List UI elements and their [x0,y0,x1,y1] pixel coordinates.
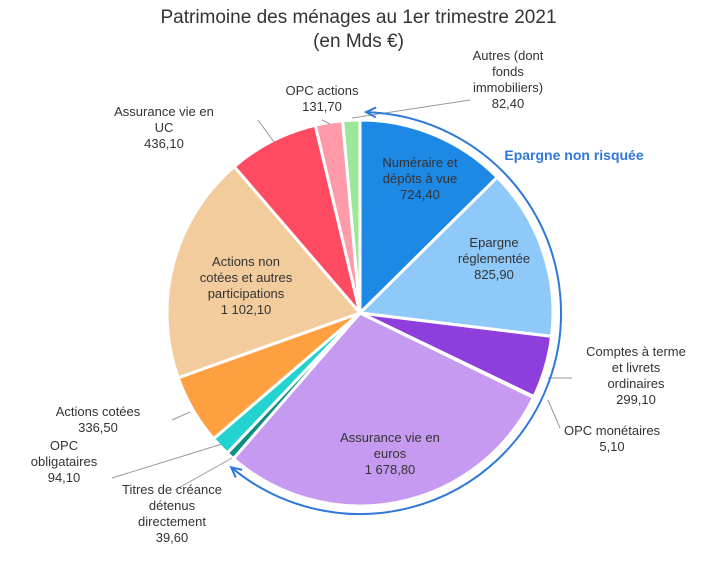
chart-title-line: Patrimoine des ménages au 1er trimestre … [160,7,557,28]
pie-slice [358,175,555,338]
leader-line [171,411,191,421]
slice-label: Actions cotées 336,50 [56,404,141,435]
slice-label: Autres (dont fonds immobiliers) 82,40 [473,48,544,111]
chart-title: Patrimoine des ménages au 1er trimestre … [0,6,717,54]
leader-line [547,399,561,429]
annotation-arrowhead [229,465,243,478]
annotation-group: Epargne non risquée [229,106,644,516]
slice-label: Comptes à terme et livrets ordinaires 299,1… [586,344,686,407]
annotation-arrowhead [363,106,377,119]
leader-line [351,99,471,119]
slice-label: Titres de créance détenus directement 39,60 [122,482,222,545]
slice-label: OPC obligataires 94,10 [31,438,98,485]
pie-slice [341,118,362,315]
leader-line [111,443,223,479]
leader-line [257,119,275,143]
slice-label: Numéraire et dépôts à vue 724,40 [382,155,458,202]
leader-line [174,457,233,491]
chart-subtitle-line: (en Mds €) [313,31,404,52]
slice-label: Assurance vie en euros 1 678,80 [340,430,440,477]
annotation-label: Epargne non risquée [504,147,643,163]
slice-label: OPC actions 131,70 [286,83,359,114]
pie-slice [358,118,499,315]
slice-label: OPC monétaires 5,10 [564,423,661,454]
pie-slice [231,311,535,508]
leader-line [321,119,331,125]
annotation-arc [230,111,562,516]
slice-label: Assurance vie en UC 436,10 [114,104,214,151]
pie-slice [165,165,362,380]
slice-label: Epargne réglementée 825,90 [458,235,530,282]
pie-slices [165,118,555,508]
slice-label: Actions non cotées et autres participation… [200,254,293,317]
